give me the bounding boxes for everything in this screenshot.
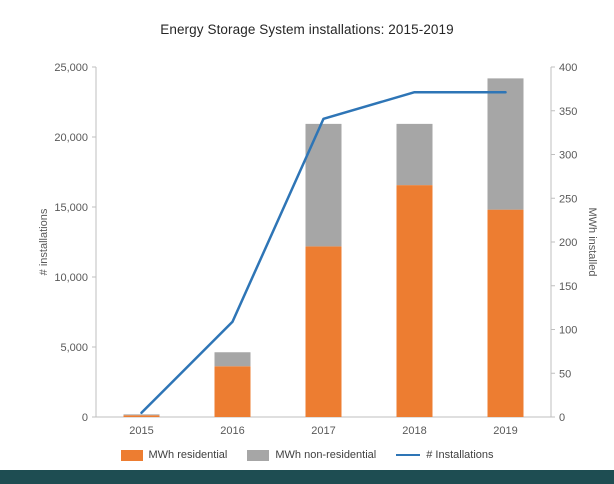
bar-segment-non-residential-2018	[396, 123, 433, 186]
bar-segment-residential-2017	[305, 246, 342, 417]
left-axis-tick-label: 5,000	[60, 342, 88, 354]
bar-segment-residential-2019	[487, 209, 524, 417]
left-axis-tick-label: 0	[82, 412, 88, 424]
right-axis-tick-label: 250	[559, 193, 577, 205]
installations-line	[140, 90, 507, 415]
chart-plot-area: 0 5,000 10,000 15,000 20,000 25,000 0 50 100 150 2…	[38, 62, 598, 437]
left-axis-title: # installations	[38, 208, 50, 275]
footer-strip	[0, 470, 614, 484]
legend-item-mwh-non-residential: MWh non-residential	[247, 449, 376, 461]
legend-item-mwh-residential-label: MWh residential	[148, 449, 228, 461]
legend-item-mwh-residential: MWh residential	[120, 449, 228, 461]
x-axis-category-label: 2015	[129, 425, 153, 437]
right-axis-tick-label: 300	[559, 150, 577, 162]
left-axis-tick-label: 15,000	[54, 202, 88, 214]
bar-segment-non-residential-2015	[123, 414, 160, 416]
right-axis-tick-label: 150	[559, 281, 577, 293]
legend-item-installations-swatch	[396, 453, 421, 457]
energy-storage-chart-figure: Energy Storage System installations: 201…	[0, 22, 614, 463]
right-axis-tick-label: 100	[559, 325, 577, 337]
bar-segment-non-residential-2016	[214, 352, 251, 367]
legend-item-installations-label: # Installations	[426, 449, 494, 461]
left-axis-tick-label: 25,000	[54, 62, 88, 74]
right-axis-tick-label: 50	[559, 368, 571, 380]
bar-segment-residential-2018	[396, 185, 433, 417]
left-axis-tick-label: 20,000	[54, 132, 88, 144]
right-axis-tick-label: 400	[559, 62, 577, 74]
bar-segment-non-residential-2019	[487, 78, 524, 210]
x-axis-category-label: 2016	[220, 425, 244, 437]
chart-legend: MWh residential MWh non-residential # Inst…	[0, 447, 614, 463]
x-axis-category-label: 2017	[311, 425, 335, 437]
right-axis-tick-label: 0	[559, 412, 565, 424]
legend-item-mwh-non-residential-label: MWh non-residential	[275, 449, 377, 461]
x-axis-category-label: 2019	[493, 425, 517, 437]
right-axis-tick-label: 200	[559, 237, 577, 249]
right-axis-title: MWh installed	[586, 207, 598, 276]
chart-title: Energy Storage System installations: 201…	[160, 22, 454, 37]
legend-item-mwh-non-residential-swatch	[247, 449, 270, 461]
legend-item-installations: # Installations	[396, 449, 494, 461]
bar-segment-non-residential-2017	[305, 123, 342, 247]
right-axis-tick-label: 350	[559, 106, 577, 118]
bar-segment-residential-2015	[123, 415, 160, 417]
legend-item-mwh-residential-swatch	[120, 449, 143, 461]
x-axis-category-label: 2018	[402, 425, 426, 437]
bar-segment-residential-2016	[214, 366, 251, 417]
left-axis-tick-label: 10,000	[54, 272, 88, 284]
